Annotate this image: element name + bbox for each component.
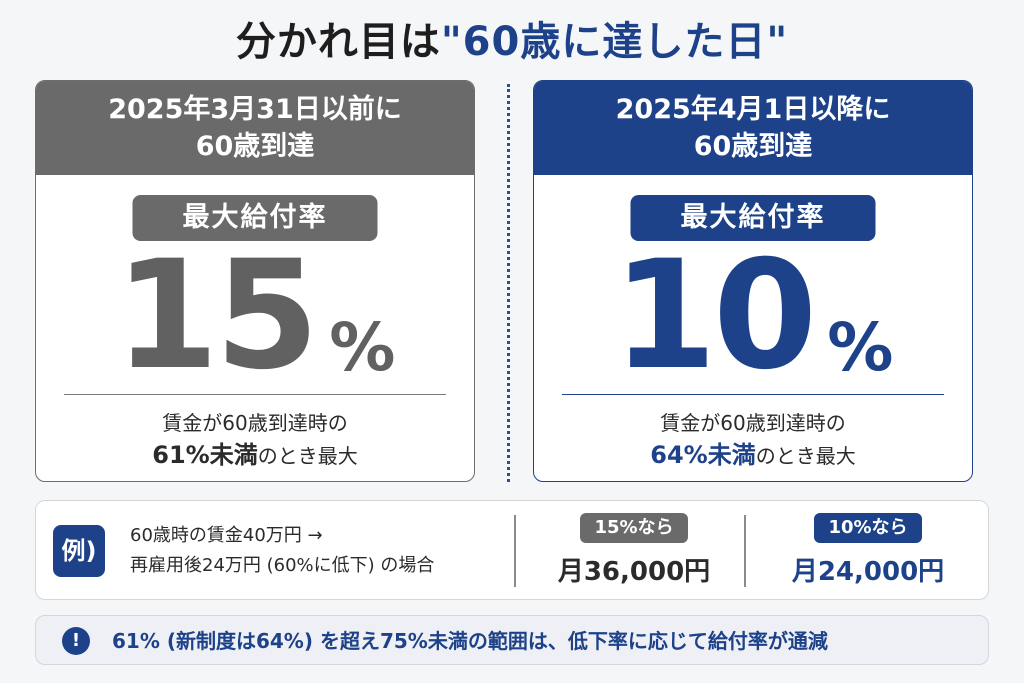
title-part1: 分かれ目は (235, 19, 441, 65)
desc-line1: 賃金が60歳到達時の (660, 411, 846, 435)
dotted-divider (507, 84, 510, 482)
after-2025-04-card: 2025年4月1日以降に 60歳到達 最大給付率 10 % 賃金が60歳到達時の… (533, 80, 973, 482)
page-title: 分かれ目は"60歳に達した日" (0, 12, 1024, 72)
example-case-10: 10%なら 月24,000円 (758, 513, 978, 588)
card-header: 2025年3月31日以前に 60歳到達 (36, 81, 474, 175)
card-description: 賃金が60歳到達時の 61%未満のとき最大 (36, 407, 474, 472)
max-rate-value: 10 % (534, 241, 972, 391)
title-part2: "60歳に達した日" (440, 19, 789, 65)
case-10-amount: 月24,000円 (791, 557, 945, 587)
example-case-15: 15%なら 月36,000円 (528, 513, 740, 588)
example-separator (744, 515, 746, 587)
desc-line1: 賃金が60歳到達時の (162, 411, 348, 435)
example-separator (514, 515, 516, 587)
example-line1: 60歳時の賃金40万円 → (130, 525, 323, 546)
card-heading-line2: 60歳到達 (195, 131, 315, 162)
desc-tail: のとき最大 (257, 444, 358, 468)
example-description: 60歳時の賃金40万円 → 再雇用後24万円 (60%に低下) の場合 (130, 521, 434, 581)
example-line2: 再雇用後24万円 (60%に低下) の場合 (130, 555, 435, 576)
card-rule (64, 394, 446, 395)
case-15-amount: 月36,000円 (557, 557, 711, 587)
example-box: 例) 60歳時の賃金40万円 → 再雇用後24万円 (60%に低下) の場合 1… (35, 500, 989, 600)
exclamation-icon: ! (62, 627, 90, 655)
card-header: 2025年4月1日以降に 60歳到達 (534, 81, 972, 175)
case-10-label: 10%なら (814, 513, 922, 543)
example-icon: 例) (53, 525, 105, 577)
card-rule (562, 394, 944, 395)
before-2025-04-card: 2025年3月31日以前に 60歳到達 最大給付率 15 % 賃金が60歳到達時… (35, 80, 475, 482)
card-description: 賃金が60歳到達時の 64%未満のとき最大 (534, 407, 972, 472)
max-rate-badge: 最大給付率 (132, 195, 378, 241)
rate-unit: % (827, 309, 894, 386)
max-rate-value: 15 % (36, 241, 474, 391)
case-15-label: 15%なら (580, 513, 688, 543)
desc-tail: のとき最大 (755, 444, 856, 468)
rate-unit: % (329, 309, 396, 386)
rate-number: 10 (612, 229, 818, 403)
card-heading-line1: 2025年4月1日以降に (615, 94, 891, 125)
desc-threshold: 64%未満 (650, 441, 756, 469)
card-heading-line2: 60歳到達 (693, 131, 813, 162)
note-text: 61% (新制度は64%) を超え75%未満の範囲は、低下率に応じて給付率が通減 (112, 629, 828, 653)
card-heading-line1: 2025年3月31日以前に (108, 94, 402, 125)
desc-threshold: 61%未満 (152, 441, 258, 469)
rate-number: 15 (114, 229, 320, 403)
note-bar: ! 61% (新制度は64%) を超え75%未満の範囲は、低下率に応じて給付率が… (35, 615, 989, 665)
max-rate-badge: 最大給付率 (630, 195, 876, 241)
